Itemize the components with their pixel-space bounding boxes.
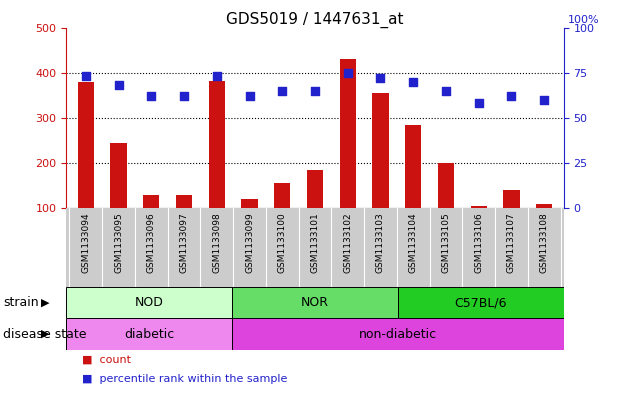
Point [343,70,353,76]
FancyBboxPatch shape [398,287,564,318]
Text: GSM1133105: GSM1133105 [442,212,450,273]
Text: ▶: ▶ [41,298,50,308]
FancyBboxPatch shape [66,287,232,318]
FancyBboxPatch shape [232,318,564,350]
Text: GSM1133101: GSM1133101 [311,212,319,273]
Bar [143,195,159,208]
Text: GSM1133102: GSM1133102 [343,212,352,273]
FancyBboxPatch shape [66,318,232,350]
Point [244,93,255,99]
Point [113,82,123,88]
Point [81,73,91,79]
Text: GSM1133106: GSM1133106 [474,212,483,273]
Bar [110,143,127,208]
Bar [274,184,290,208]
Text: GSM1133097: GSM1133097 [180,212,188,273]
Text: GSM1133094: GSM1133094 [81,212,90,273]
Bar [438,163,454,208]
Bar [241,199,258,208]
Text: GSM1133104: GSM1133104 [409,212,418,273]
Point [441,88,451,94]
Text: ▶: ▶ [41,329,50,339]
Point [474,100,484,107]
Text: NOR: NOR [301,296,329,309]
Bar [372,93,389,208]
Bar [209,81,225,208]
Text: GSM1133108: GSM1133108 [540,212,549,273]
Point [539,97,549,103]
Bar [340,59,356,208]
Point [375,75,386,81]
Point [310,88,320,94]
Bar [405,125,421,208]
Text: GSM1133099: GSM1133099 [245,212,254,273]
Text: GSM1133100: GSM1133100 [278,212,287,273]
Text: GSM1133103: GSM1133103 [376,212,385,273]
FancyBboxPatch shape [232,287,398,318]
Point [212,73,222,79]
Text: 100%: 100% [568,15,600,25]
Text: diabetic: diabetic [124,327,175,341]
Text: C57BL/6: C57BL/6 [455,296,507,309]
Text: strain: strain [3,296,39,309]
Bar [77,82,94,208]
Bar [503,190,520,208]
Text: disease state: disease state [3,327,87,341]
Text: NOD: NOD [135,296,164,309]
Text: GSM1133107: GSM1133107 [507,212,516,273]
Bar [536,204,553,208]
Text: GDS5019 / 1447631_at: GDS5019 / 1447631_at [226,12,404,28]
Text: GSM1133095: GSM1133095 [114,212,123,273]
Point [507,93,517,99]
Point [179,93,189,99]
Text: GSM1133098: GSM1133098 [212,212,221,273]
Text: non-diabetic: non-diabetic [359,327,437,341]
Point [277,88,287,94]
Bar [176,195,192,208]
Bar [471,206,487,208]
Text: GSM1133096: GSM1133096 [147,212,156,273]
Bar [307,170,323,208]
Point [146,93,156,99]
Text: ■  count: ■ count [82,354,131,365]
Text: ■  percentile rank within the sample: ■ percentile rank within the sample [82,374,287,384]
Point [408,79,418,85]
